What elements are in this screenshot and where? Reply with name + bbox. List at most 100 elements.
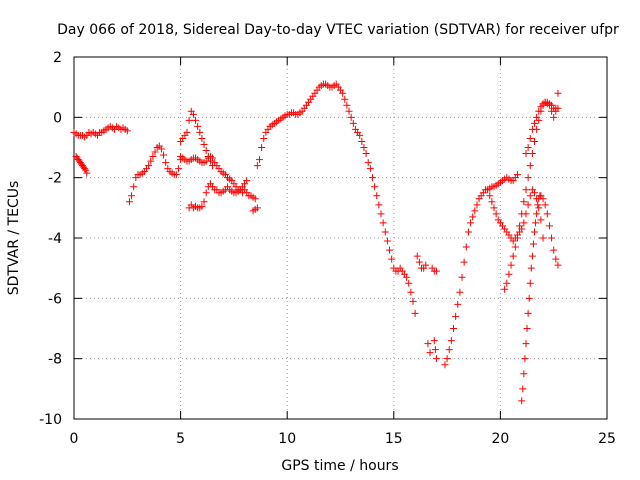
data-point <box>554 261 562 269</box>
data-point <box>204 153 212 161</box>
data-point <box>541 201 549 209</box>
data-point <box>403 273 411 281</box>
data-point <box>260 134 268 142</box>
data-point <box>81 165 89 173</box>
y-tick-label: 0 <box>53 110 62 126</box>
data-point <box>550 113 558 121</box>
data-point <box>198 202 206 210</box>
data-point <box>548 234 556 242</box>
chart-title: Day 066 of 2018, Sidereal Day-to-day VTE… <box>57 22 619 38</box>
data-point <box>360 144 368 151</box>
data-point <box>503 279 511 287</box>
series-1 <box>72 153 91 177</box>
series-7 <box>253 80 440 357</box>
data-point <box>172 171 180 179</box>
data-point <box>467 219 475 227</box>
x-tick-label: 5 <box>176 431 185 447</box>
data-point <box>523 325 531 332</box>
data-point <box>407 288 415 296</box>
data-point <box>424 340 432 348</box>
data-point <box>539 195 547 203</box>
series-8 <box>430 337 440 363</box>
data-point <box>513 171 521 179</box>
data-point <box>405 279 413 287</box>
data-point <box>341 95 349 103</box>
data-point <box>449 325 457 332</box>
data-point <box>198 134 206 142</box>
data-point <box>462 243 470 251</box>
data-point <box>522 340 530 348</box>
data-point <box>383 237 391 245</box>
x-tick-labels: 0 5 10 15 20 25 <box>70 431 616 447</box>
data-point <box>362 150 370 158</box>
data-point <box>130 183 138 191</box>
data-point <box>200 140 208 148</box>
data-point <box>441 361 449 369</box>
data-point <box>505 270 513 278</box>
data-point <box>375 201 383 209</box>
data-point <box>522 186 530 194</box>
data-point <box>443 355 451 363</box>
data-point <box>366 165 374 173</box>
data-point <box>377 210 385 218</box>
data-point <box>426 349 434 357</box>
data-point <box>539 234 547 242</box>
data-point <box>162 159 170 167</box>
data-point <box>430 337 438 345</box>
data-point <box>522 210 530 218</box>
series-13 <box>522 98 562 158</box>
data-point <box>202 189 210 197</box>
y-axis-label: SDTVAR / TECUs <box>6 181 22 296</box>
data-point <box>415 258 423 266</box>
data-point <box>381 228 389 236</box>
grid <box>74 57 607 419</box>
data-point <box>460 258 468 266</box>
data-point <box>520 370 528 378</box>
data-point <box>145 162 153 170</box>
data-point <box>554 104 562 112</box>
data-point <box>522 150 530 158</box>
axis-ticks <box>73 56 608 420</box>
data-point <box>531 189 539 197</box>
data-point <box>157 145 165 153</box>
y-tick-labels: -10 -8 -6 -4 -2 0 2 <box>39 50 62 428</box>
data-point <box>343 101 351 109</box>
data-point <box>192 116 200 124</box>
data-point <box>422 261 430 269</box>
data-point <box>531 228 539 236</box>
data-point <box>524 201 532 209</box>
data-point <box>452 312 460 320</box>
data-point <box>151 148 159 156</box>
data-point <box>528 252 536 260</box>
y-tick-label: -6 <box>48 291 62 307</box>
y-tick-label: -2 <box>48 171 62 187</box>
data-point <box>528 125 536 133</box>
data-point <box>255 156 263 164</box>
series-6 <box>249 204 261 215</box>
data-point <box>349 119 357 127</box>
data-point <box>527 264 535 272</box>
series-0 <box>70 122 131 141</box>
data-point <box>345 107 353 115</box>
data-point <box>253 204 261 212</box>
data-point <box>531 137 539 145</box>
data-point <box>458 273 466 281</box>
data-point <box>358 137 366 145</box>
data-point <box>174 165 182 173</box>
data-point <box>202 147 210 155</box>
plot-frame <box>73 56 608 420</box>
x-tick-label: 10 <box>278 431 296 447</box>
data-point <box>364 159 372 167</box>
data-point <box>535 107 543 115</box>
data-point <box>543 210 551 218</box>
data-point <box>149 153 157 161</box>
data-point <box>196 128 204 136</box>
data-point <box>356 131 364 139</box>
y-tick-label: -10 <box>39 412 62 428</box>
series-10 <box>501 89 562 293</box>
data-point <box>488 198 496 206</box>
data-point <box>537 216 545 224</box>
data-point <box>533 210 541 218</box>
data-point <box>200 198 208 206</box>
series-4 <box>177 107 217 170</box>
